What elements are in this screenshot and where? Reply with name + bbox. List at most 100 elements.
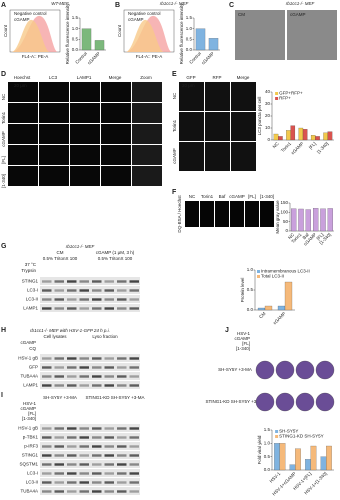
band	[104, 357, 114, 360]
band	[54, 366, 64, 369]
label: HSV-1	[237, 331, 251, 336]
label: Torin1	[172, 119, 177, 132]
label: [1-340]	[260, 194, 274, 199]
band	[104, 436, 114, 439]
legend-swatch	[257, 270, 260, 273]
label: HSV-1	[269, 471, 282, 484]
bar	[320, 208, 326, 232]
band	[104, 490, 114, 493]
band	[117, 445, 127, 448]
band	[42, 454, 52, 457]
label: WT-MEF	[51, 1, 69, 6]
micrograph	[179, 112, 204, 141]
band	[79, 289, 89, 292]
label: SH-SY5Y +3-MA	[218, 367, 252, 372]
band	[54, 427, 64, 430]
band	[117, 436, 127, 439]
band	[104, 375, 114, 378]
blot	[40, 451, 140, 459]
micrograph	[132, 145, 162, 165]
blot	[40, 460, 140, 468]
band	[129, 463, 139, 466]
label: 0.5	[72, 37, 79, 42]
band	[104, 384, 114, 387]
micrograph	[230, 201, 244, 227]
label: 10	[265, 125, 271, 130]
band	[104, 298, 114, 301]
label: cGAMP	[272, 311, 287, 326]
bar	[264, 305, 273, 311]
band	[79, 454, 89, 457]
band	[129, 298, 139, 301]
band	[54, 384, 64, 387]
band	[42, 481, 52, 484]
band	[104, 280, 114, 283]
micrograph	[231, 112, 256, 141]
bar	[320, 456, 327, 471]
well	[255, 392, 275, 412]
band	[117, 384, 127, 387]
band	[54, 463, 64, 466]
label: 0	[267, 137, 270, 142]
band	[92, 298, 102, 301]
label: Fold viral yield	[257, 435, 262, 464]
micrograph	[200, 201, 214, 227]
label: 20 μm	[14, 83, 27, 88]
blot	[40, 295, 140, 303]
micrograph	[70, 82, 100, 102]
band	[79, 280, 89, 283]
label: 0.0	[247, 307, 254, 312]
micrograph	[70, 166, 100, 186]
label: Lyso fraction	[92, 334, 118, 339]
label: cGAMP	[229, 194, 245, 199]
bar	[208, 38, 219, 51]
label: 50	[283, 219, 289, 224]
micrograph	[70, 145, 100, 165]
band	[67, 445, 77, 448]
band	[129, 427, 139, 430]
label: [1-340]	[236, 346, 250, 351]
bar	[81, 28, 92, 51]
band	[92, 445, 102, 448]
label: cGAMP	[20, 406, 36, 411]
label: rb1cc1-/- MEF	[66, 244, 95, 249]
band	[67, 375, 77, 378]
micrograph	[205, 142, 230, 171]
label: LC3 puncta per cell	[257, 97, 262, 136]
label: rb1cc1-/- MEF	[286, 1, 315, 6]
label: 0.5	[247, 287, 254, 292]
panel-letter: I	[1, 392, 3, 399]
band	[129, 307, 139, 310]
bar	[278, 136, 283, 141]
micrograph	[179, 142, 204, 171]
band	[117, 366, 127, 369]
band	[42, 384, 52, 387]
micrograph	[132, 103, 162, 123]
micrograph	[132, 124, 162, 144]
band	[67, 307, 77, 310]
band	[42, 375, 52, 378]
bar	[298, 127, 304, 141]
label: Merge	[109, 75, 122, 80]
bar	[290, 125, 296, 141]
micrograph	[101, 166, 131, 186]
label: cGAMP (1 μM, 3 h)	[96, 250, 135, 255]
label: Trypsin	[21, 268, 36, 273]
micrograph	[8, 145, 38, 165]
band	[129, 445, 139, 448]
label: rb1cc1-/- MEF	[160, 1, 189, 6]
well	[315, 360, 335, 380]
label: p-TBK1	[23, 435, 39, 440]
panel-letter: J	[225, 327, 229, 334]
label: Baf	[302, 231, 311, 240]
label: 0.5	[186, 37, 193, 42]
bar	[326, 445, 332, 471]
label: 100	[280, 210, 288, 215]
label: RFP+	[279, 96, 291, 101]
label: 40	[265, 89, 271, 94]
label: LAMP1	[23, 306, 38, 311]
label: Hoechst	[14, 75, 31, 80]
bar	[295, 448, 301, 471]
panel-letter: A	[1, 2, 6, 9]
label: [1-340]	[316, 141, 329, 154]
